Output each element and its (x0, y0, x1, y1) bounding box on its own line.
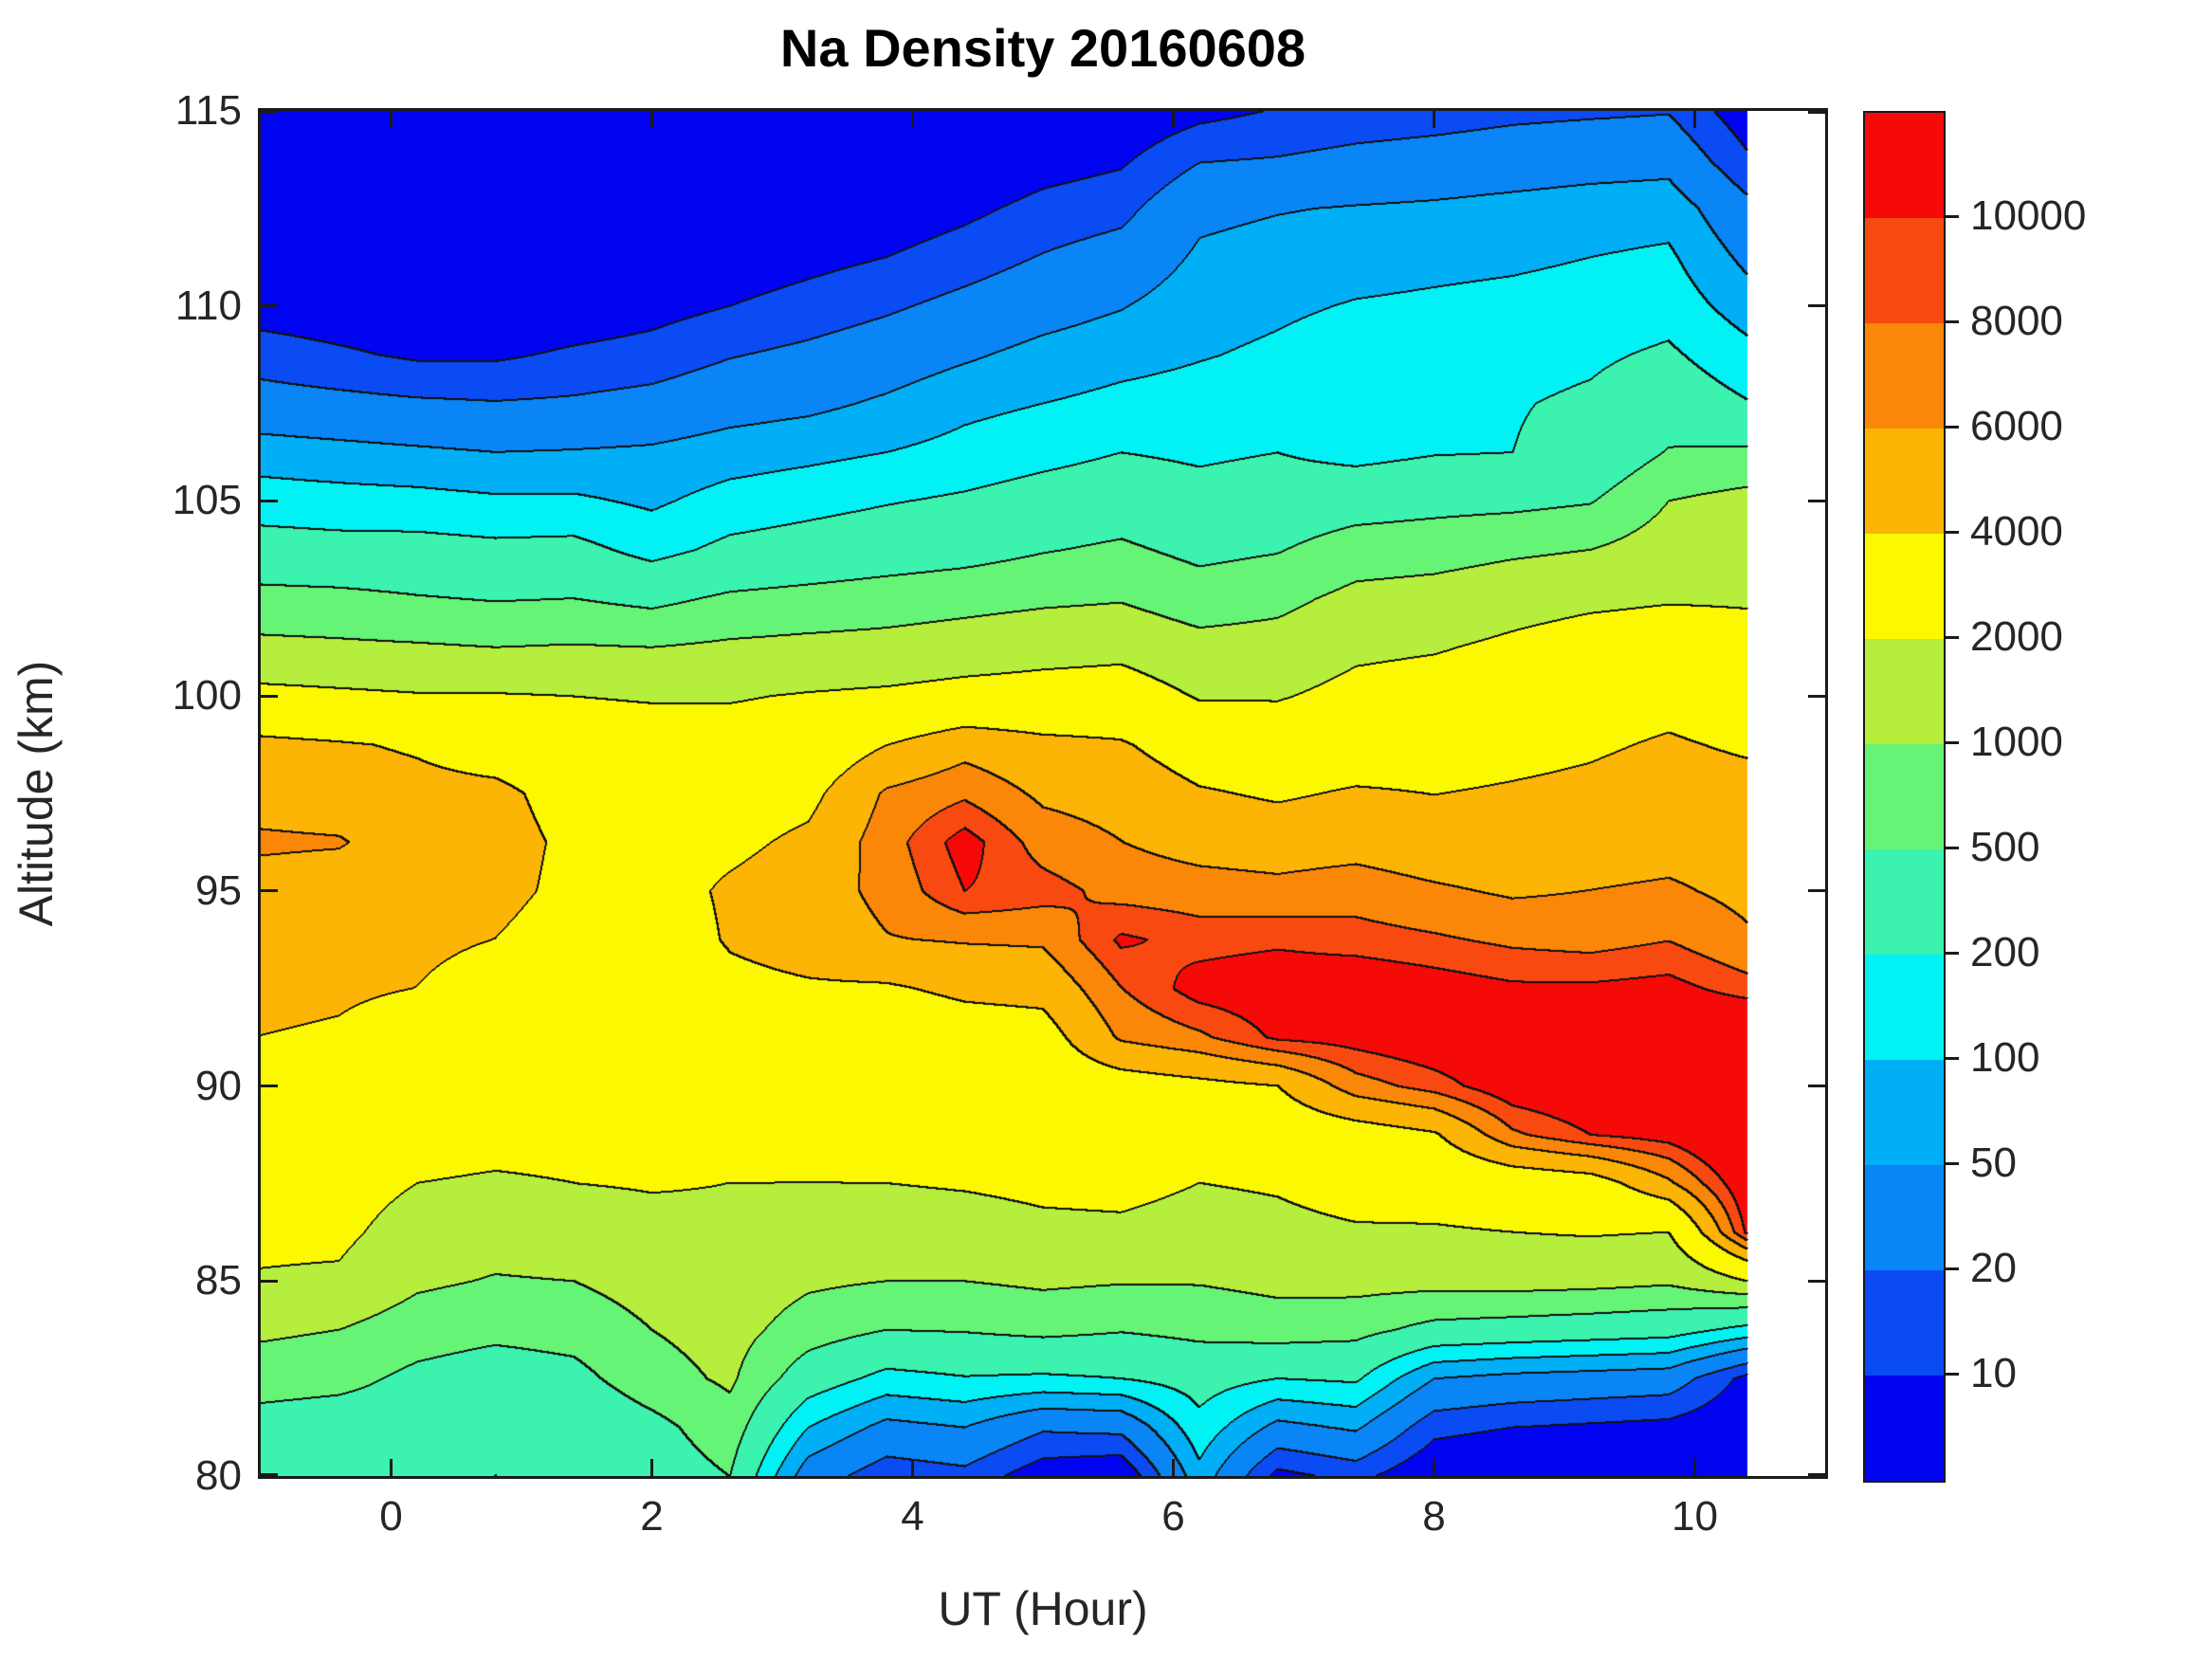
x-axis-tick (911, 111, 914, 128)
colorbar-segment (1865, 849, 1944, 955)
y-axis-tick (1808, 694, 1825, 698)
y-tick-label: 80 (195, 1452, 242, 1499)
colorbar-tick (1944, 319, 1959, 323)
y-axis-tick (261, 694, 278, 698)
y-tick-label: 95 (195, 866, 242, 914)
colorbar (1863, 111, 1946, 1483)
colorbar-label: 8000 (1970, 298, 2063, 344)
y-tick-label: 105 (172, 477, 242, 524)
colorbar-label: 20 (1970, 1245, 2017, 1291)
x-axis-tick (390, 1459, 393, 1476)
y-axis-tick (261, 1085, 278, 1088)
y-axis-tick (261, 499, 278, 502)
y-axis-tick (1808, 889, 1825, 893)
colorbar-label: 4000 (1970, 508, 2063, 555)
colorbar-label: 2000 (1970, 613, 2063, 660)
y-axis-tick (1808, 304, 1825, 308)
colorbar-tick (1944, 846, 1959, 849)
colorbar-segment (1865, 1270, 1944, 1376)
colorbar-tick (1944, 1056, 1959, 1060)
y-tick-label: 115 (174, 87, 242, 134)
x-axis-tick (1693, 111, 1696, 128)
colorbar-segment (1865, 639, 1944, 744)
x-tick-label: 6 (1161, 1493, 1185, 1540)
colorbar-label: 1000 (1970, 719, 2063, 765)
y-axis-tick (1808, 499, 1825, 502)
colorbar-tick (1944, 530, 1959, 534)
colorbar-tick (1944, 1161, 1959, 1165)
colorbar-segment (1865, 218, 1944, 323)
x-axis-label: UT (Hour) (938, 1582, 1148, 1635)
colorbar-segment (1865, 1376, 1944, 1481)
colorbar-segment (1865, 323, 1944, 428)
x-axis-tick (1172, 1459, 1175, 1476)
colorbar-tick (1944, 1372, 1959, 1376)
x-axis-tick (650, 1459, 653, 1476)
colorbar-segment (1865, 534, 1944, 639)
y-tick-label: 85 (195, 1257, 242, 1304)
colorbar-segment (1865, 955, 1944, 1060)
colorbar-segment (1865, 1060, 1944, 1165)
y-axis-label: Altitude (km) (9, 660, 63, 927)
colorbar-label: 50 (1970, 1139, 2017, 1186)
colorbar-tick (1944, 425, 1959, 428)
x-axis-tick (1433, 1459, 1435, 1476)
x-axis-tick (390, 111, 393, 128)
y-axis-tick (261, 1473, 278, 1476)
colorbar-segment (1865, 744, 1944, 849)
colorbar-tick (1944, 1267, 1959, 1270)
colorbar-label: 100 (1970, 1034, 2040, 1081)
y-tick-label: 100 (172, 672, 242, 720)
colorbar-tick (1944, 951, 1959, 955)
colorbar-label: 10 (1970, 1350, 2017, 1396)
colorbar-tick (1944, 214, 1959, 218)
x-tick-label: 0 (379, 1493, 403, 1540)
x-axis-tick (1693, 1459, 1696, 1476)
y-tick-label: 90 (195, 1062, 242, 1109)
colorbar-label: 10000 (1970, 192, 2087, 239)
colorbar-label: 200 (1970, 929, 2040, 975)
x-tick-label: 2 (640, 1493, 664, 1540)
x-axis-tick (650, 111, 653, 128)
y-axis-tick (261, 1279, 278, 1283)
x-axis-tick (1172, 111, 1175, 128)
chart-title: Na Density 20160608 (779, 18, 1307, 78)
y-axis-tick (1808, 111, 1825, 114)
y-axis-tick (1808, 1473, 1825, 1476)
colorbar-label: 500 (1970, 824, 2040, 870)
x-tick-label: 10 (1672, 1493, 1718, 1540)
x-tick-label: 8 (1422, 1493, 1446, 1540)
x-axis-tick (911, 1459, 914, 1476)
y-axis-tick (261, 111, 278, 114)
colorbar-segment (1865, 1165, 1944, 1270)
y-axis-tick (1808, 1279, 1825, 1283)
contour-plot-canvas (261, 111, 1825, 1476)
contour-plot-area (258, 108, 1828, 1479)
y-axis-tick (1808, 1085, 1825, 1088)
y-axis-tick (261, 889, 278, 893)
colorbar-segment (1865, 428, 1944, 534)
colorbar-tick (1944, 635, 1959, 639)
x-tick-label: 4 (901, 1493, 924, 1540)
colorbar-label: 6000 (1970, 403, 2063, 449)
y-axis-tick (261, 304, 278, 308)
y-tick-label: 110 (174, 282, 242, 329)
x-axis-tick (1433, 111, 1435, 128)
colorbar-segment (1865, 113, 1944, 218)
colorbar-tick (1944, 740, 1959, 744)
